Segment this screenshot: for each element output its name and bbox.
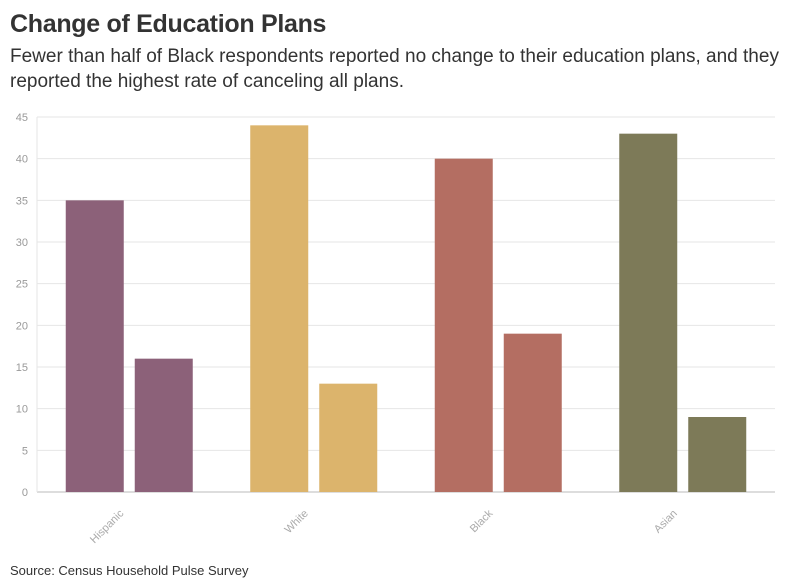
y-tick-label: 10 [16,404,28,416]
bars [65,125,747,493]
bar-asian-2 [688,417,747,492]
y-tick-label: 30 [16,237,28,249]
x-tick-label-hispanic: Hispanic [88,507,127,546]
bar-hispanic-1 [65,200,124,493]
bar-hispanic-2 [134,358,193,492]
y-tick-label: 45 [16,112,28,124]
chart-title: Change of Education Plans [10,10,327,38]
x-tick-label-black: Black [468,507,496,535]
y-tick-label: 25 [16,279,28,291]
bar-white-1 [250,125,309,492]
y-axis: 0 5 10 15 20 25 30 35 40 45 [16,112,28,499]
y-tick-label: 0 [22,487,28,499]
y-tick-label: 15 [16,362,28,374]
bar-asian-1 [619,133,678,492]
source-note: Source: Census Household Pulse Survey [10,563,249,578]
y-tick-label: 5 [22,445,28,457]
x-axis: Hispanic White Black Asian [88,507,680,546]
y-tick-label: 20 [16,320,28,332]
bar-black-1 [434,158,493,492]
bar-black-2 [503,333,562,492]
y-tick-label: 40 [16,154,28,166]
chart-subtitle: Fewer than half of Black respondents rep… [10,46,779,92]
bar-white-2 [319,383,378,492]
x-tick-label-white: White [282,508,310,536]
y-tick-label: 35 [16,195,28,207]
x-tick-label-asian: Asian [652,508,680,536]
